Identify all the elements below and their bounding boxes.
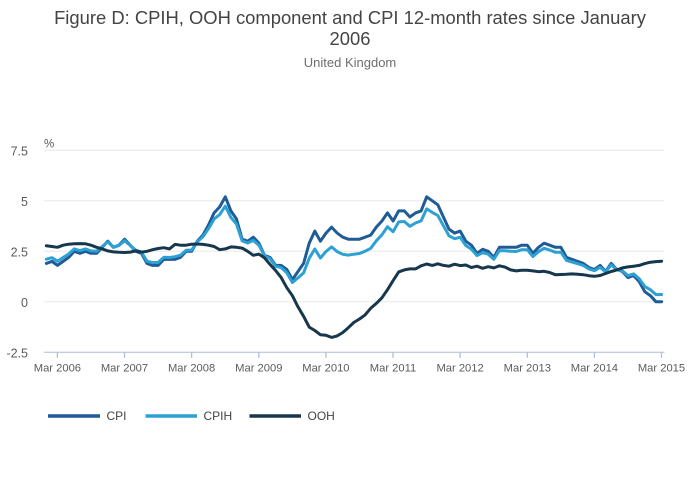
svg-text:Mar 2008: Mar 2008 bbox=[168, 363, 215, 375]
svg-text:Mar 2013: Mar 2013 bbox=[504, 363, 551, 375]
svg-text:Mar 2011: Mar 2011 bbox=[370, 363, 416, 375]
svg-text:-2.5: -2.5 bbox=[6, 347, 28, 361]
svg-text:%: % bbox=[44, 139, 54, 151]
svg-text:Mar 2010: Mar 2010 bbox=[302, 363, 349, 375]
svg-text:Mar 2006: Mar 2006 bbox=[34, 363, 81, 375]
svg-text:CPIH: CPIH bbox=[204, 409, 233, 423]
svg-text:CPI: CPI bbox=[107, 409, 127, 423]
svg-text:5: 5 bbox=[21, 195, 28, 209]
svg-text:Mar 2009: Mar 2009 bbox=[235, 363, 282, 375]
svg-text:Mar 2007: Mar 2007 bbox=[101, 363, 148, 375]
svg-text:Mar 2015: Mar 2015 bbox=[638, 363, 685, 375]
svg-text:2.5: 2.5 bbox=[11, 246, 28, 260]
svg-text:Mar 2012: Mar 2012 bbox=[436, 363, 483, 375]
svg-text:7.5: 7.5 bbox=[11, 145, 28, 159]
svg-text:OOH: OOH bbox=[308, 409, 335, 423]
svg-text:0: 0 bbox=[21, 296, 28, 310]
svg-text:Mar 2014: Mar 2014 bbox=[571, 363, 618, 375]
